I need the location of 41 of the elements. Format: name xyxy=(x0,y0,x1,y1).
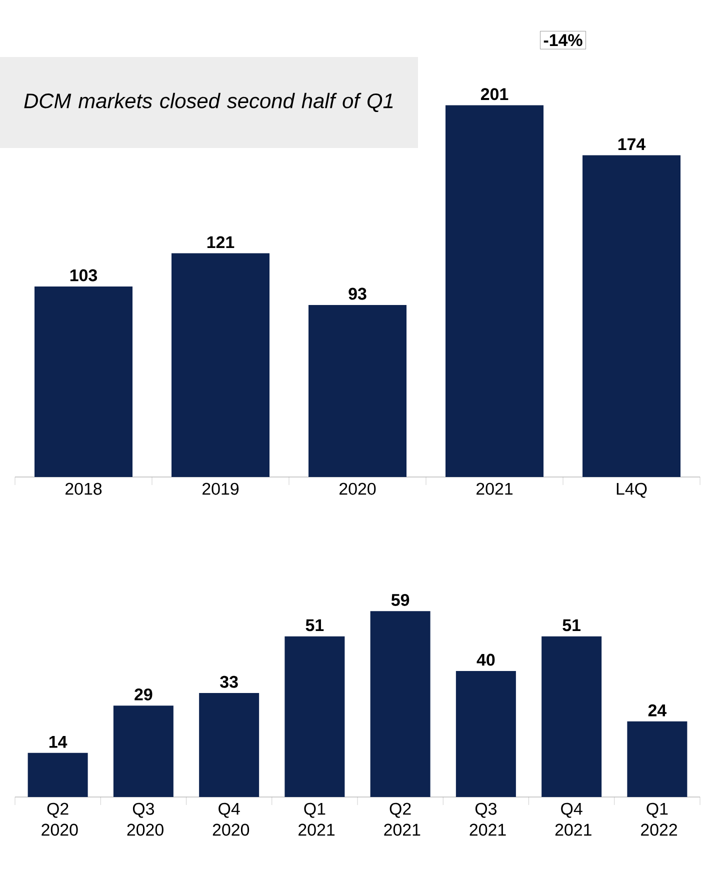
data-label: 103 xyxy=(70,269,98,282)
data-label: 29 xyxy=(134,688,152,700)
data-label: 201 xyxy=(480,88,508,100)
bar xyxy=(542,636,602,797)
annotation: DCM markets closed second half of Q1 xyxy=(24,92,393,112)
bar xyxy=(28,752,88,797)
data-label: 51 xyxy=(562,619,581,632)
bar xyxy=(582,155,681,477)
data-label: 40 xyxy=(476,654,495,666)
data-label: 33 xyxy=(220,676,238,688)
x-tick-label: 2021 xyxy=(476,482,513,495)
bar xyxy=(370,611,430,797)
x-tick-label: L4Q xyxy=(616,482,647,498)
bar xyxy=(627,721,688,797)
data-label: 121 xyxy=(207,236,234,248)
x-tick-label: 2018 xyxy=(66,482,102,495)
bar xyxy=(284,636,345,797)
x-tick-label: Q4 2020 xyxy=(212,802,250,836)
x-tick-label: Q3 2021 xyxy=(470,802,506,836)
data-label: 24 xyxy=(648,704,667,716)
bar xyxy=(113,706,174,797)
bar xyxy=(34,286,132,477)
bar xyxy=(172,253,270,477)
bar xyxy=(456,671,516,797)
bar xyxy=(308,305,407,477)
x-tick-label: Q3 2020 xyxy=(127,802,164,836)
bar xyxy=(199,693,260,797)
data-label: 93 xyxy=(348,288,366,300)
text: -14% xyxy=(544,34,582,46)
x-tick-label: Q2 2020 xyxy=(42,802,78,836)
bar xyxy=(446,105,544,477)
data-label: 14 xyxy=(49,736,68,748)
x-tick-label: Q1 2022 xyxy=(641,802,677,836)
data-label: 51 xyxy=(306,619,324,632)
x-tick-label: Q4 2021 xyxy=(555,802,592,836)
data-label: 59 xyxy=(391,594,410,606)
data-label: 174 xyxy=(618,138,646,150)
x-tick-label: Q1 2021 xyxy=(298,802,335,836)
x-tick-label: 2019 xyxy=(202,482,239,495)
x-tick-label: Q2 2021 xyxy=(384,802,420,836)
x-tick-label: 2020 xyxy=(340,482,376,495)
